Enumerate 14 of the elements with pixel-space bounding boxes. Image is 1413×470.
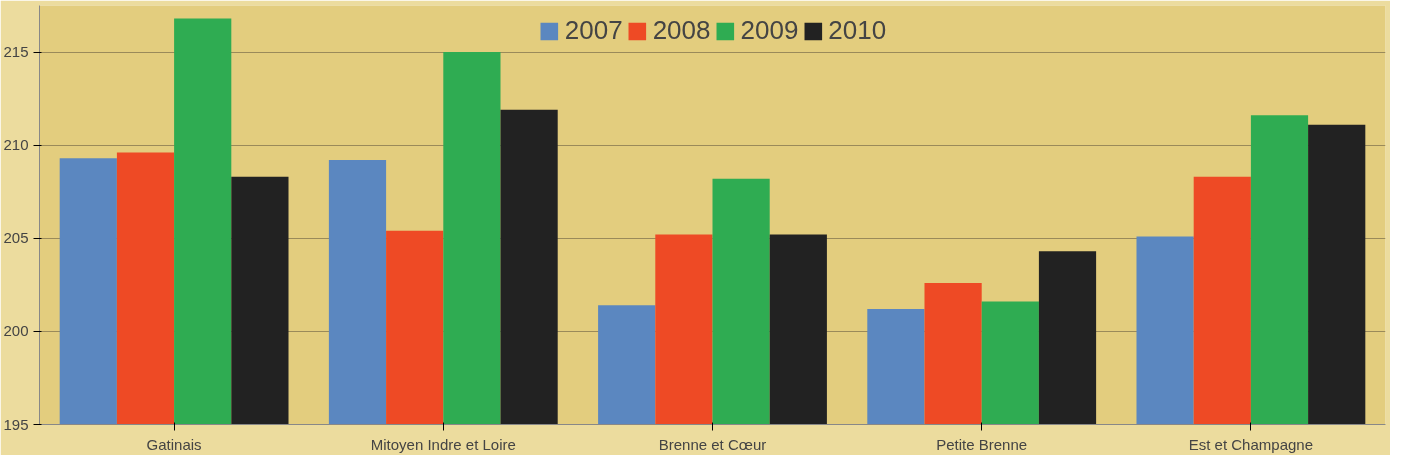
x-tick-label: Petite Brenne <box>936 435 1028 453</box>
legend-label: 2008 <box>652 15 711 46</box>
y-tick-label: 210 <box>3 136 29 154</box>
x-tick-label: Est et Champagne <box>1188 435 1314 453</box>
x-tick-label: Gatinais <box>146 435 202 453</box>
legend-label: 2010 <box>828 15 887 46</box>
legend-label: 2009 <box>740 15 799 46</box>
x-tick-label: Brenne et Cœur <box>658 435 767 453</box>
y-tick-label: 195 <box>3 415 29 433</box>
y-tick-label: 200 <box>3 322 29 340</box>
x-tick-label: Mitoyen Indre et Loire <box>370 435 516 453</box>
y-tick-label: 205 <box>3 229 29 247</box>
y-tick-label: 215 <box>3 43 29 61</box>
legend-label: 2007 <box>564 15 623 46</box>
